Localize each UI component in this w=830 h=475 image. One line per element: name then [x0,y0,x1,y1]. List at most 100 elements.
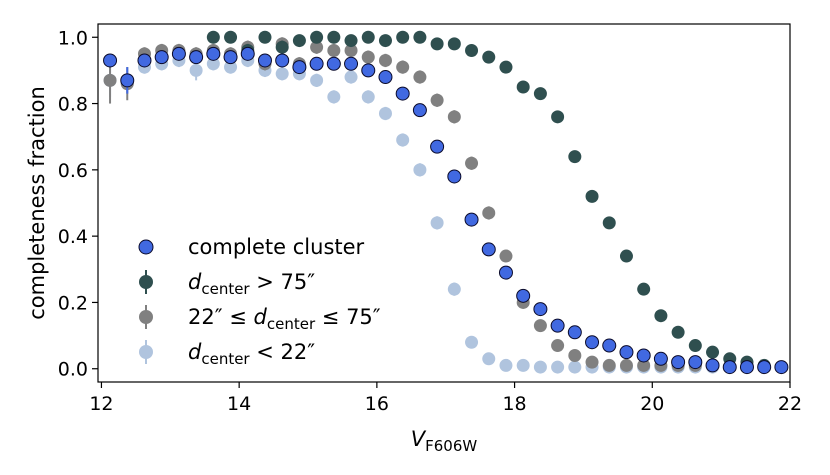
data-point [413,70,427,84]
data-point [206,30,220,44]
data-point [310,30,324,44]
data-point [722,360,737,375]
x-tick-label: 18 [502,393,526,415]
legend-entry-dark: dcenter > 75″ [139,270,315,298]
data-point [378,34,392,48]
data-point [637,358,651,372]
data-point [602,216,616,230]
data-point [326,56,341,71]
data-point [206,46,221,61]
y-tick-label: 0.0 [58,359,88,381]
data-point [344,56,359,71]
legend-label: dcenter < 22″ [188,340,315,368]
data-point [533,302,548,317]
data-point [585,335,600,350]
data-point [224,30,238,44]
data-point [154,50,169,65]
data-point [412,103,427,118]
data-point [739,360,754,375]
data-point [447,282,461,296]
data-point [465,156,479,170]
data-point [636,348,651,363]
data-point [413,30,427,44]
data-point [619,249,633,263]
series-dark [206,30,788,374]
data-point [567,325,582,340]
data-point [533,360,547,374]
x-tick-label: 20 [640,393,664,415]
y-tick-label: 0.6 [58,160,88,182]
data-point [430,216,444,230]
data-point [292,34,306,48]
legend-label: complete cluster [188,235,365,259]
data-point [344,34,358,48]
x-axis-label: VF606W [411,427,478,455]
x-axis-label-main: V [411,427,427,451]
data-point [396,133,410,147]
data-point [413,163,427,177]
data-point [120,73,135,88]
data-point [189,50,204,65]
data-point [137,53,152,68]
data-point [619,345,634,360]
data-point [327,30,341,44]
data-point [516,358,530,372]
data-point [361,63,376,78]
data-point [378,53,392,67]
x-axis-ticks: 12 14 16 18 20 22 [89,382,802,415]
data-point [482,206,496,220]
y-tick-label: 0.8 [58,94,88,116]
data-point [533,319,547,333]
data-point [396,60,410,74]
data-point [551,339,565,353]
data-point [465,44,479,58]
data-point [310,73,324,87]
data-point [275,53,290,68]
y-tick-label: 0.4 [58,226,88,248]
legend: complete cluster dcenter > 75″ 22″ ≤ dcent… [138,235,381,368]
data-point [706,345,720,359]
plot-frame [97,23,791,383]
data-point [481,242,496,257]
data-point [705,358,720,373]
data-points [103,30,789,375]
y-axis-label: completeness fraction [25,86,49,320]
x-axis-label-subscript: F606W [425,437,477,455]
legend-entry-light: dcenter < 22″ [139,340,315,368]
data-point [568,150,582,164]
data-point [757,360,772,375]
data-point [361,30,375,44]
x-tick-label: 12 [89,393,113,415]
data-point [396,30,410,44]
data-point [327,90,341,104]
legend-marker [139,275,153,289]
data-point [568,360,582,374]
legend-entry-complete: complete cluster [138,235,365,259]
legend-marker [139,345,153,359]
data-point [654,309,668,323]
data-point [465,335,479,349]
x-tick-label: 22 [778,393,802,415]
data-point [499,249,513,263]
x-tick-label: 14 [227,393,251,415]
data-point [344,44,358,58]
data-point [447,169,462,184]
data-point [516,80,530,94]
legend-label: 22″ ≤ dcenter ≤ 75″ [188,305,381,333]
data-point [361,90,375,104]
data-point [378,70,393,85]
data-point [653,351,668,366]
data-point [774,360,789,375]
x-tick-label: 16 [365,393,389,415]
y-axis-ticks: 0.0 0.2 0.4 0.6 0.8 1.0 [58,27,98,381]
data-point [171,46,186,61]
data-point [430,139,445,154]
data-point [224,60,238,74]
data-point [550,318,565,333]
data-point [395,86,410,101]
data-point [516,288,531,303]
data-point [568,348,582,362]
data-point [103,73,117,87]
data-point [585,189,599,203]
legend-label: dcenter > 75″ [188,270,315,298]
